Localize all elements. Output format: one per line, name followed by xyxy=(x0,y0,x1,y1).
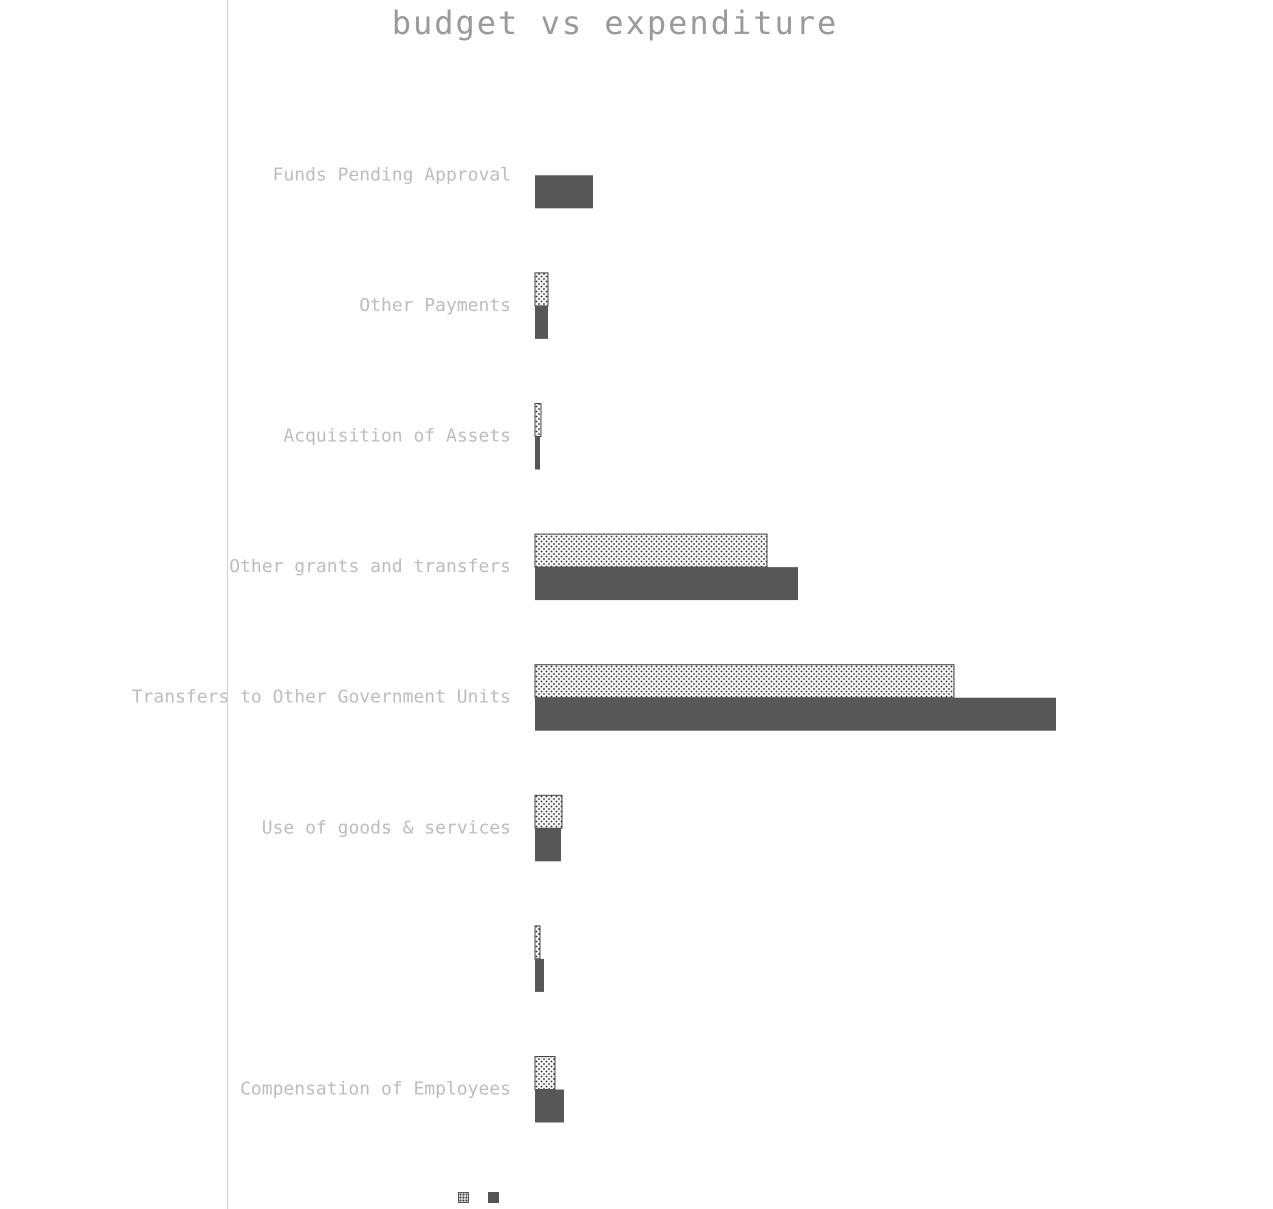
legend-item-dotted xyxy=(458,1191,474,1203)
category-label: Transfers to Other Government Units xyxy=(132,687,511,708)
bar-series-2 xyxy=(535,1089,564,1123)
category-label: Funds Pending Approval xyxy=(273,164,511,185)
bar-series-1 xyxy=(534,925,541,960)
bar-series-2 xyxy=(535,175,593,209)
category-label: Compensation of Employees xyxy=(240,1079,511,1100)
vertical-divider-line xyxy=(227,0,228,1209)
plot-area: Funds Pending Approval Other Payments Acqu… xyxy=(132,164,1056,1123)
category-label: Other grants and transfers xyxy=(229,556,511,577)
bar-series-1 xyxy=(534,1056,556,1090)
chart-title: budget vs expenditure xyxy=(391,4,839,42)
bar-series-2 xyxy=(535,828,561,862)
bar-series-2 xyxy=(535,697,1056,731)
legend xyxy=(458,1186,504,1208)
legend-item-solid xyxy=(488,1191,504,1203)
category-label: Acquisition of Assets xyxy=(283,426,511,447)
bar-series-1 xyxy=(534,794,563,829)
bar-series-2 xyxy=(535,958,544,992)
bar-series-2 xyxy=(535,436,540,470)
bar-series-1 xyxy=(534,664,955,699)
category-label: Use of goods & services xyxy=(262,817,511,838)
bar-series-2 xyxy=(535,567,798,601)
bar-series-1 xyxy=(534,403,542,437)
bar-series-1 xyxy=(534,533,768,568)
bar-series-1 xyxy=(534,272,549,307)
legend-swatch-solid xyxy=(488,1191,499,1203)
bar-series-2 xyxy=(535,305,548,339)
legend-swatch-dotted xyxy=(458,1191,469,1203)
category-label: Other Payments xyxy=(359,295,511,316)
